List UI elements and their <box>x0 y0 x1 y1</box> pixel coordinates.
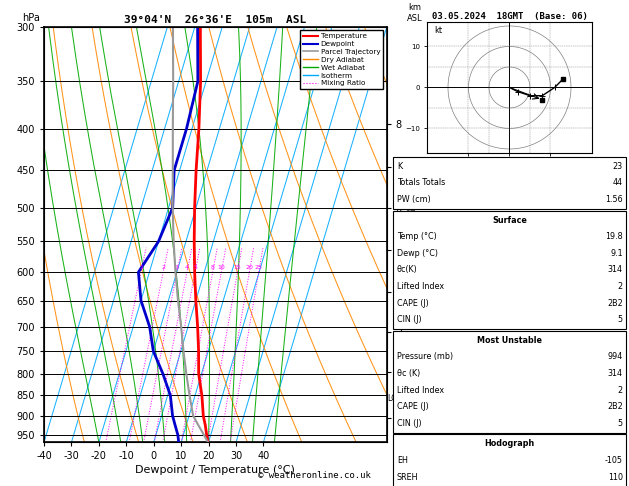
Text: θᴄ(K): θᴄ(K) <box>397 265 418 275</box>
Text: 1: 1 <box>139 265 143 270</box>
Text: 994: 994 <box>608 352 623 362</box>
Text: 2: 2 <box>618 282 623 291</box>
Text: kt: kt <box>434 26 442 35</box>
Text: 19.8: 19.8 <box>605 232 623 242</box>
Text: Most Unstable: Most Unstable <box>477 336 542 345</box>
Text: 110: 110 <box>608 472 623 482</box>
Text: LCL: LCL <box>387 394 401 403</box>
Text: CIN (J): CIN (J) <box>397 315 421 324</box>
Text: K: K <box>397 162 402 171</box>
Text: Lifted Index: Lifted Index <box>397 385 444 395</box>
Text: Dewp (°C): Dewp (°C) <box>397 249 438 258</box>
Text: 3: 3 <box>175 265 179 270</box>
Text: CAPE (J): CAPE (J) <box>397 298 428 308</box>
Text: Pressure (mb): Pressure (mb) <box>397 352 453 362</box>
Text: 44: 44 <box>613 178 623 188</box>
Text: 5: 5 <box>193 265 197 270</box>
Text: -105: -105 <box>604 456 623 465</box>
Text: 2: 2 <box>161 265 165 270</box>
Text: 2: 2 <box>618 385 623 395</box>
Text: 1.56: 1.56 <box>605 195 623 204</box>
Text: © weatheronline.co.uk: © weatheronline.co.uk <box>258 471 371 480</box>
Text: 03.05.2024  18GMT  (Base: 06): 03.05.2024 18GMT (Base: 06) <box>431 12 587 21</box>
Text: Hodograph: Hodograph <box>484 439 535 449</box>
Text: 314: 314 <box>608 265 623 275</box>
Text: 25: 25 <box>255 265 263 270</box>
Text: EH: EH <box>397 456 408 465</box>
Text: 2B2: 2B2 <box>607 298 623 308</box>
Text: 2B2: 2B2 <box>607 402 623 411</box>
Text: 314: 314 <box>608 369 623 378</box>
Text: Surface: Surface <box>492 216 527 225</box>
Text: 5: 5 <box>618 418 623 428</box>
Text: Lifted Index: Lifted Index <box>397 282 444 291</box>
Title: 39°04'N  26°36'E  105m  ASL: 39°04'N 26°36'E 105m ASL <box>125 15 306 25</box>
Text: 20: 20 <box>245 265 253 270</box>
X-axis label: Dewpoint / Temperature (°C): Dewpoint / Temperature (°C) <box>135 466 296 475</box>
Text: CAPE (J): CAPE (J) <box>397 402 428 411</box>
Text: km
ASL: km ASL <box>406 3 422 22</box>
Text: 10: 10 <box>218 265 225 270</box>
Text: 9.1: 9.1 <box>610 249 623 258</box>
Text: θᴄ (K): θᴄ (K) <box>397 369 420 378</box>
Text: hPa: hPa <box>22 13 40 22</box>
Text: Totals Totals: Totals Totals <box>397 178 445 188</box>
Text: 15: 15 <box>233 265 242 270</box>
Text: 23: 23 <box>613 162 623 171</box>
Text: 4: 4 <box>185 265 189 270</box>
Text: 5: 5 <box>618 315 623 324</box>
Text: CIN (J): CIN (J) <box>397 418 421 428</box>
Text: SREH: SREH <box>397 472 418 482</box>
Y-axis label: Mixing Ratio (g/kg): Mixing Ratio (g/kg) <box>406 189 416 280</box>
Text: PW (cm): PW (cm) <box>397 195 431 204</box>
Legend: Temperature, Dewpoint, Parcel Trajectory, Dry Adiabat, Wet Adiabat, Isotherm, Mi: Temperature, Dewpoint, Parcel Trajectory… <box>301 30 383 89</box>
Text: 8: 8 <box>211 265 214 270</box>
Text: Temp (°C): Temp (°C) <box>397 232 437 242</box>
